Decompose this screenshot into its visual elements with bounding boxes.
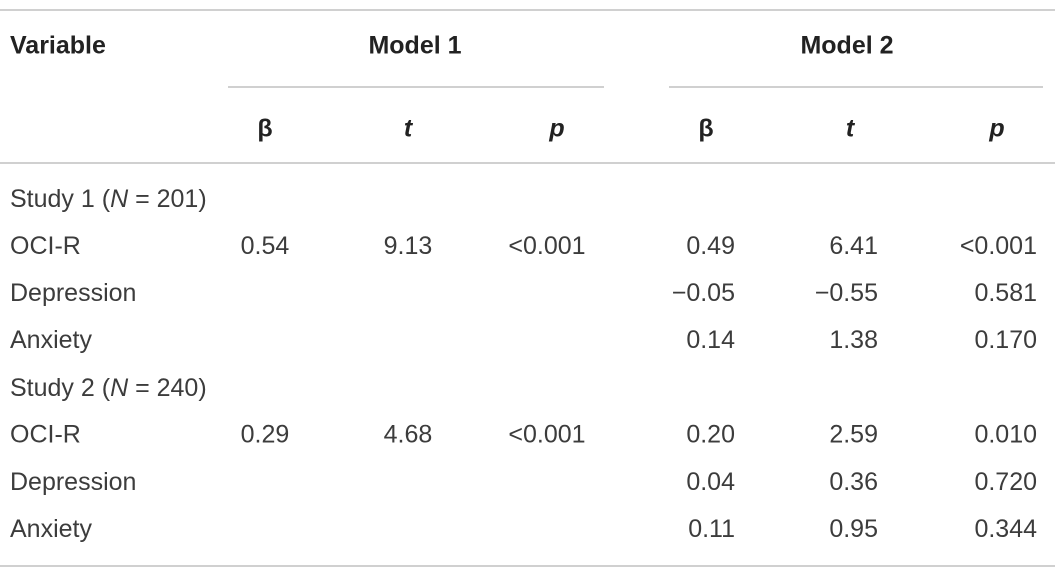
- cell: 0.11: [688, 515, 735, 543]
- row-label: Anxiety: [10, 515, 92, 543]
- row-label: Anxiety: [10, 326, 92, 354]
- cell: 6.41: [829, 232, 878, 260]
- label-part: N: [110, 185, 129, 213]
- stat-header: p: [988, 115, 1004, 143]
- group-label: Study 1 (N = 201): [10, 185, 207, 213]
- stat-header: t: [404, 115, 414, 143]
- cell: −0.05: [672, 279, 735, 307]
- model-header: Model 1: [368, 32, 461, 60]
- cell: 0.20: [686, 421, 735, 449]
- cell: <0.001: [508, 232, 585, 260]
- cell: −0.55: [815, 279, 878, 307]
- label-part: = 240): [128, 373, 207, 401]
- stat-header: β: [257, 115, 272, 143]
- label-part: Study 2 (: [10, 373, 111, 401]
- cell: 0.581: [974, 279, 1037, 307]
- cell: 0.29: [241, 421, 290, 449]
- stat-header: p: [548, 115, 564, 143]
- cell: 0.49: [686, 232, 735, 260]
- cell: 0.04: [686, 468, 735, 496]
- cell: 0.95: [829, 515, 878, 543]
- cell: 9.13: [384, 232, 433, 260]
- cell: 0.170: [974, 326, 1037, 354]
- variable-header: Variable: [10, 32, 106, 60]
- row-label: Depression: [10, 279, 136, 307]
- group-label: Study 2 (N = 240): [10, 373, 207, 401]
- cell: 0.54: [241, 232, 290, 260]
- cell: 0.36: [829, 468, 878, 496]
- cell: 2.59: [829, 421, 878, 449]
- row-label: OCI-R: [10, 421, 81, 449]
- row-label: OCI-R: [10, 232, 81, 260]
- cell: 1.38: [829, 326, 878, 354]
- stat-header: β: [698, 115, 713, 143]
- cell: <0.001: [960, 232, 1037, 260]
- label-part: = 201): [128, 185, 207, 213]
- cell: 0.010: [974, 421, 1037, 449]
- cell: 0.344: [974, 515, 1037, 543]
- row-label: Depression: [10, 468, 136, 496]
- cell: 0.720: [974, 468, 1037, 496]
- stat-header: t: [846, 115, 856, 143]
- cell: <0.001: [508, 421, 585, 449]
- label-part: Study 1 (: [10, 185, 111, 213]
- cell: 0.14: [686, 326, 735, 354]
- label-part: N: [110, 373, 129, 401]
- cell: 4.68: [384, 421, 433, 449]
- model-header: Model 2: [800, 32, 893, 60]
